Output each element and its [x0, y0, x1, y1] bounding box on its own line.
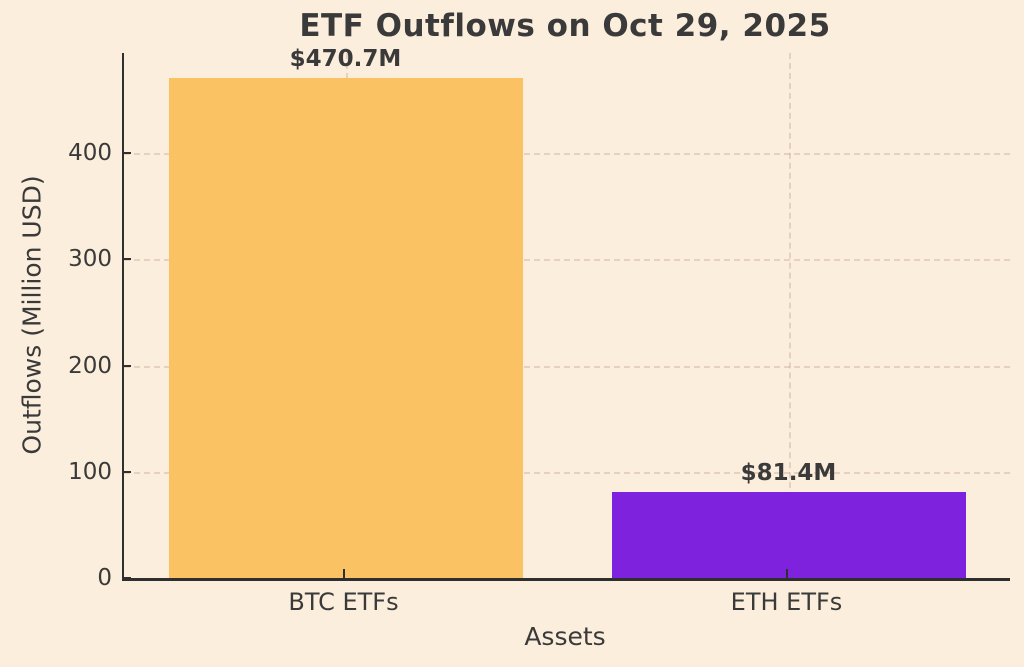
plot-area: $470.7M $81.4M: [122, 46, 1010, 581]
x-tick-mark: [342, 569, 345, 578]
y-tick-mark: [122, 258, 131, 261]
h-gridline: [124, 471, 1010, 474]
y-tick-mark: [122, 364, 131, 367]
h-gridline: [124, 365, 1010, 368]
y-tick-mark: [122, 470, 131, 473]
x-tick-label: ETH ETFs: [730, 588, 843, 616]
y-axis-label: Outflows (Million USD): [17, 175, 47, 455]
bar-btc-etfs: [168, 77, 523, 578]
chart-title: ETF Outflows on Oct 29, 2025: [299, 8, 831, 44]
bar-value-label: $81.4M: [740, 459, 837, 486]
y-tick-label: 300: [68, 246, 112, 273]
v-gridline: [788, 53, 791, 578]
y-tick-label: 100: [68, 458, 112, 485]
y-tick-label: 200: [68, 352, 112, 379]
bar-eth-etfs: [611, 491, 966, 578]
x-axis-label: Assets: [524, 622, 606, 651]
x-tick-mark: [785, 569, 788, 578]
y-tick-label: 0: [97, 565, 112, 591]
h-gridline: [124, 259, 1010, 262]
y-tick-mark: [122, 577, 131, 579]
x-tick-label: BTC ETFs: [288, 588, 399, 616]
h-gridline: [124, 153, 1010, 156]
bar-value-label: $470.7M: [289, 45, 402, 72]
y-tick-label: 400: [68, 140, 112, 167]
y-tick-mark: [122, 152, 131, 155]
